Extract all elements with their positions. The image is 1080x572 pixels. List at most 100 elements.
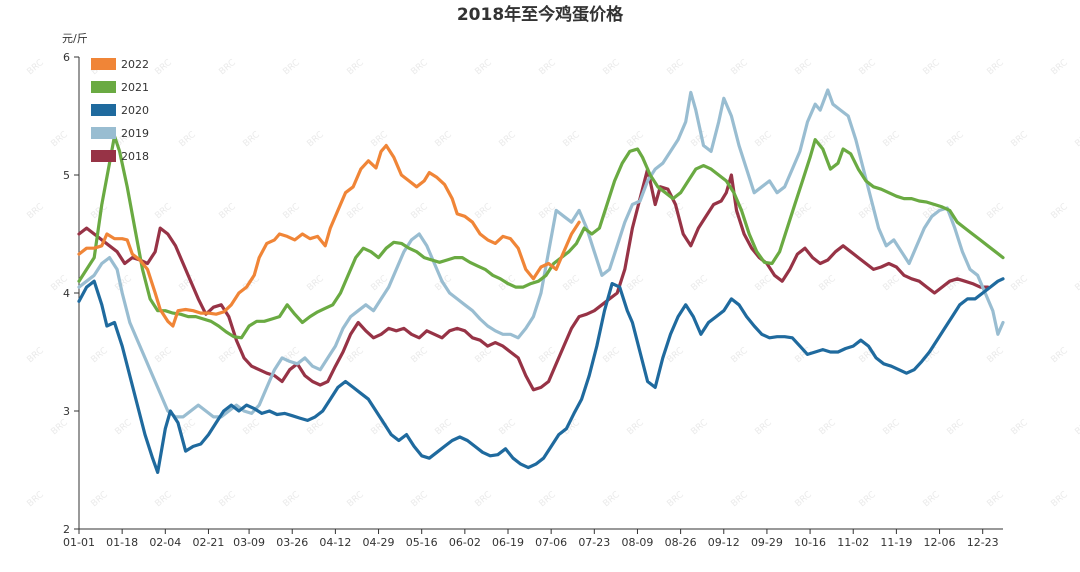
watermark-text: BRC	[282, 58, 302, 77]
x-tick-label: 12-23	[967, 536, 999, 549]
watermark-text: BRC	[794, 58, 814, 77]
watermark-text: BRC	[474, 58, 494, 77]
watermark-text: BRC	[754, 418, 774, 437]
watermark-text: BRC	[946, 130, 966, 149]
watermark-text: BRC	[242, 418, 262, 437]
series-line-2022	[77, 143, 581, 328]
watermark-text: BRC	[666, 346, 686, 365]
watermark-text: BRC	[690, 274, 710, 293]
series-line-2019	[77, 88, 1005, 419]
series-line-2018	[77, 167, 990, 392]
watermark-text: BRC	[666, 58, 686, 77]
y-tick-label: 2	[63, 523, 70, 536]
watermark-text: BRC	[1010, 274, 1030, 293]
watermark-text: BRC	[730, 490, 750, 509]
watermark-text: BRC	[410, 202, 430, 221]
axes: 2 3 4 5 6 01-01 01-18 02-04 02-21 03-09 03-26 04-12…	[63, 51, 1003, 549]
watermark-text: BRC	[50, 418, 70, 437]
watermark-text: BRC	[410, 346, 430, 365]
watermark-text: BRC	[282, 490, 302, 509]
watermark-text: BRC	[794, 490, 814, 509]
x-tick-label: 11-02	[837, 536, 869, 549]
watermark-text: BRC	[218, 58, 238, 77]
x-tick-label: 02-04	[149, 536, 181, 549]
watermark-text: BRC	[538, 58, 558, 77]
watermark-text: BRC	[602, 346, 622, 365]
watermark-text: BRC	[26, 490, 46, 509]
x-tick-label: 01-18	[106, 536, 138, 549]
watermark-text: BRC	[730, 346, 750, 365]
watermark-text: BRC	[474, 202, 494, 221]
x-tick-label: 12-06	[924, 536, 956, 549]
legend-swatch-2021	[91, 81, 116, 93]
watermark-text: BRC	[1074, 130, 1080, 149]
watermark-text: BRC	[50, 130, 70, 149]
watermark-text: BRC	[922, 490, 942, 509]
watermark-text: BRC	[1074, 274, 1080, 293]
watermark-text: BRC	[114, 418, 134, 437]
x-tick-label: 09-29	[751, 536, 783, 549]
x-tick-label: 03-09	[233, 536, 265, 549]
watermark-text: BRC	[218, 490, 238, 509]
watermark-text: BRC	[538, 490, 558, 509]
watermark-text: BRC	[626, 130, 646, 149]
series-line-2020	[77, 277, 1005, 474]
watermark-text: BRC	[754, 130, 774, 149]
watermark-text: BRC	[154, 202, 174, 221]
y-tick-label: 5	[63, 169, 70, 182]
watermark-text: BRC	[986, 346, 1006, 365]
watermark-text: BRC	[474, 490, 494, 509]
watermark-text: BRC	[498, 418, 518, 437]
series-line-2021	[77, 134, 1005, 340]
legend-swatch-2018	[91, 150, 116, 162]
legend-swatch-2019	[91, 127, 116, 139]
watermark-text: BRC	[90, 346, 110, 365]
watermark-text: BRC	[818, 274, 838, 293]
watermark-text: BRC	[306, 130, 326, 149]
legend-label-2019: 2019	[121, 127, 149, 140]
y-tick-label: 6	[63, 51, 70, 64]
watermark-text: BRC	[882, 274, 902, 293]
x-tick-label: 06-02	[449, 536, 481, 549]
legend-label-2022: 2022	[121, 58, 149, 71]
watermark-text: BRC	[26, 202, 46, 221]
watermark-text: BRC	[218, 346, 238, 365]
watermark-text: BRC	[858, 58, 878, 77]
legend-label-2020: 2020	[121, 104, 149, 117]
watermark-text: BRC	[946, 418, 966, 437]
y-tick-label: 3	[63, 405, 70, 418]
legend-swatch-2022	[91, 58, 116, 70]
x-tick-label: 09-12	[708, 536, 740, 549]
watermark-text: BRC	[690, 418, 710, 437]
watermark-text: BRC	[986, 202, 1006, 221]
watermark-text: BRC	[346, 490, 366, 509]
watermark-text: BRC	[242, 130, 262, 149]
watermark-text: BRC	[626, 418, 646, 437]
legend-label-2018: 2018	[121, 150, 149, 163]
watermark-text: BRC	[346, 346, 366, 365]
x-tick-label: 07-06	[535, 536, 567, 549]
watermark-text: BRC	[410, 58, 430, 77]
watermark-text: BRC	[730, 58, 750, 77]
watermark-text: BRC	[306, 274, 326, 293]
series-lines	[77, 88, 1005, 474]
watermark-text: BRC	[538, 346, 558, 365]
legend-label-2021: 2021	[121, 81, 149, 94]
watermark-text: BRC	[1010, 130, 1030, 149]
watermark-text: BRC	[178, 130, 198, 149]
watermark-text: BRC	[114, 274, 134, 293]
x-tick-label: 04-29	[363, 536, 395, 549]
watermark-text: BRC	[626, 274, 646, 293]
x-tick-label: 08-26	[665, 536, 697, 549]
x-tick-label: 05-16	[406, 536, 438, 549]
watermark-text: BRC	[882, 130, 902, 149]
watermark-text: BRC	[1050, 490, 1070, 509]
watermark-text: BRC	[410, 490, 430, 509]
legend: 2022 2021 2020 2019 2018	[91, 58, 149, 163]
x-tick-label: 08-09	[621, 536, 653, 549]
watermark-text: BRC	[562, 130, 582, 149]
watermark-text: BRC	[858, 490, 878, 509]
watermark-text: BRC	[346, 58, 366, 77]
watermark-text: BRC	[666, 490, 686, 509]
